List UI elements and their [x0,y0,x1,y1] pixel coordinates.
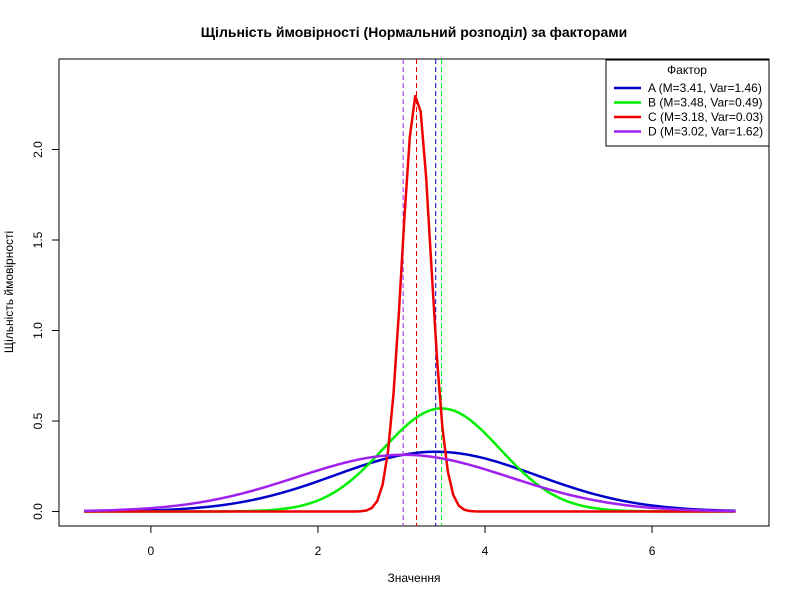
y-tick-label: 0.5 [31,412,45,429]
series-line-b [84,407,736,513]
legend-label: A (M=3.41, Var=1.46) [648,81,762,95]
x-tick-label: 6 [649,544,656,558]
x-tick-label: 4 [482,544,489,558]
legend-items: A (M=3.41, Var=1.46)B (M=3.48, Var=0.49)… [614,81,763,139]
y-axis-label: Щільність ймовірності [2,231,16,353]
legend: Фактор A (M=3.41, Var=1.46)B (M=3.48, Va… [605,59,770,147]
legend-label: B (M=3.48, Var=0.49) [648,96,763,110]
y-tick-label: 1.5 [31,231,45,248]
series-line-a [84,450,736,513]
series-line-d [84,453,736,513]
y-tick-label: 2.0 [31,141,45,158]
y-axis: 0.0 0.5 1.0 1.5 2.0 [31,141,60,520]
y-tick-label: 0.0 [31,503,45,520]
chart-title: Щільність ймовірності (Нормальний розпод… [201,24,627,40]
legend-label: C (M=3.18, Var=0.03) [648,110,763,124]
x-axis-label: Значення [388,571,441,585]
x-tick-label: 0 [148,544,155,558]
density-curves [84,94,736,513]
legend-title: Фактор [667,63,707,77]
x-tick-label: 2 [315,544,322,558]
legend-label: D (M=3.02, Var=1.62) [648,125,763,139]
mean-lines [402,59,443,526]
x-axis: 0 2 4 6 [148,525,656,558]
y-tick-label: 1.0 [31,322,45,339]
series-line-c [84,94,736,513]
